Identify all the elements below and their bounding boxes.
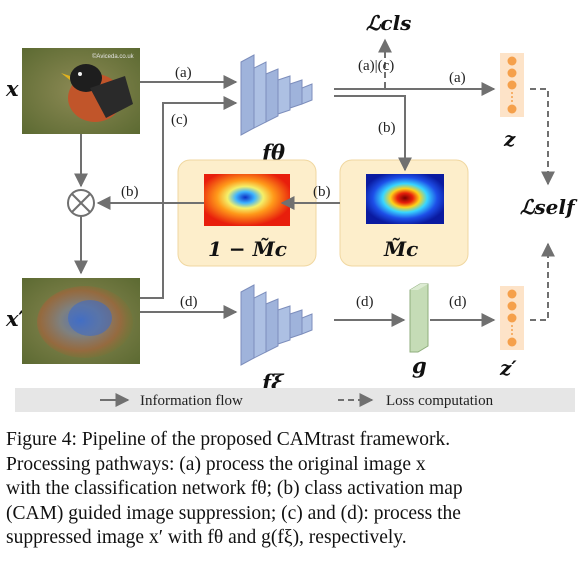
embedding-z-prime [500, 286, 524, 350]
projector-g-label: g [412, 353, 427, 378]
label-ac: (a)|(c) [358, 58, 394, 74]
caption-line-1: Figure 4: Pipeline of the proposed CAMtr… [6, 429, 451, 450]
projector-g [409, 283, 429, 353]
multiply-operator [67, 189, 95, 217]
inverse-cam-box [177, 159, 317, 267]
encoder-f-theta [240, 54, 313, 136]
label-c: (c) [171, 112, 188, 128]
cam-box [339, 159, 469, 267]
suppressed-image-label: x′ [5, 306, 25, 331]
embedding-z-prime-label: z′ [499, 356, 517, 380]
label-d3: (d) [449, 294, 467, 310]
arrow-zprime-to-loss-self [530, 242, 555, 321]
inverse-cam-label: 1 − M̃c [208, 237, 287, 261]
label-b1: (b) [378, 120, 396, 136]
input-bird-image: ©Aviceda.co.uk [22, 48, 140, 134]
caption-line-3: with the classification network fθ; (b) … [6, 478, 463, 499]
caption-line-5: suppressed image x′ with fθ and g(fξ), r… [6, 527, 407, 548]
caption-line-4: (CAM) guided image suppression; (c) and … [6, 502, 461, 524]
arrow-ftheta-to-cam [334, 95, 412, 172]
encoder-f-xi [240, 284, 313, 366]
svg-text:©Aviceda.co.uk: ©Aviceda.co.uk [92, 53, 135, 60]
legend: Information flow Loss computation [15, 388, 575, 412]
loss-self-label: ℒself [520, 195, 578, 219]
cam-label: M̃c [383, 237, 418, 261]
label-a2: (a) [449, 70, 466, 86]
embedding-z [500, 53, 524, 117]
input-label: x [5, 76, 19, 101]
label-d1: (d) [180, 294, 198, 310]
suppressed-bird-image [22, 278, 140, 364]
pipeline-diagram: x ©Aviceda.co.uk x′ fθ f [5, 11, 578, 412]
embedding-z-label: z [503, 127, 516, 151]
label-a1: (a) [175, 65, 192, 81]
caption-line-2: Processing pathways: (a) process the ori… [6, 453, 426, 475]
legend-info-flow: Information flow [140, 393, 243, 409]
figure-caption: Figure 4: Pipeline of the proposed CAMtr… [6, 428, 582, 551]
arrow-z-to-loss-self [530, 88, 555, 186]
label-d2: (d) [356, 294, 374, 310]
label-b3: (b) [121, 184, 139, 200]
arrow-xprime-to-ftheta [140, 96, 238, 299]
legend-loss-comp: Loss computation [386, 393, 494, 409]
loss-cls-label: ℒcls [366, 11, 411, 35]
label-b2: (b) [313, 184, 331, 200]
